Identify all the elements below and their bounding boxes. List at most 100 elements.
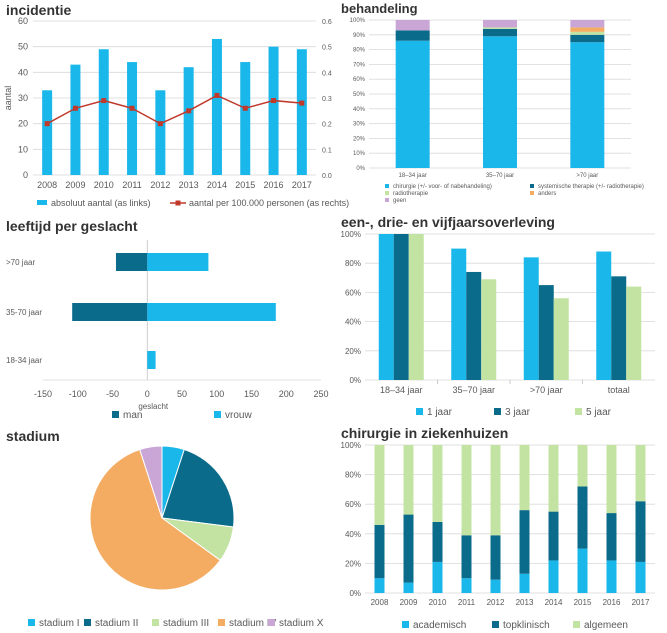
- leeftijd-xtick: -50: [106, 389, 119, 399]
- incidentie-ylabel: aantal: [3, 86, 13, 111]
- incidentie-rate-point: [299, 100, 305, 106]
- overleving-legend-3jaar-label: 3 jaar: [505, 407, 531, 418]
- leeftijd-category-label: 18-34 jaar: [6, 356, 42, 365]
- chirurgie-segment: [461, 578, 472, 593]
- chirurgie-segment: [577, 548, 588, 593]
- chirurgie-segment: [374, 445, 385, 525]
- overleving-bar: [378, 234, 394, 380]
- title-stadium: stadium: [6, 428, 60, 444]
- incidentie-rate-point: [129, 105, 135, 111]
- overleving-bar: [523, 257, 539, 380]
- incidentie-xtick: 2012: [150, 180, 170, 190]
- overleving-bar: [553, 298, 569, 380]
- incidentie-ytick: 50: [18, 42, 28, 52]
- overleving-ytick: 0%: [349, 376, 361, 385]
- overleving-ytick: 80%: [345, 259, 361, 268]
- leeftijd-bar-man: [115, 253, 148, 271]
- leeftijd-xtick: 0: [145, 389, 150, 399]
- incidentie-xtick: 2011: [122, 180, 141, 190]
- chirurgie-legend-topklinisch-label: topklinisch: [503, 620, 550, 631]
- incidentie-y2tick: 0.4: [322, 70, 332, 77]
- incidentie-bar: [183, 67, 194, 175]
- behandeling-ytick: 20%: [353, 136, 366, 142]
- chirurgie-xtick: 2012: [487, 598, 505, 607]
- incidentie-rate-point: [214, 92, 220, 98]
- leeftijd-xtick: -150: [34, 389, 52, 399]
- chirurgie-segment: [548, 511, 559, 561]
- behandeling-xtick: >70 jaar: [576, 173, 598, 179]
- chirurgie-legend-academisch-swatch: [402, 621, 409, 628]
- chirurgie-ytick: 0%: [349, 589, 361, 598]
- incidentie-y2tick: 0.5: [322, 45, 332, 52]
- behandeling-ytick: 30%: [353, 122, 366, 128]
- overleving-xtick: >70 jaar: [530, 385, 563, 395]
- chirurgie-segment: [490, 579, 501, 593]
- chirurgie-ytick: 60%: [345, 500, 361, 509]
- chirurgie-xtick: 2008: [371, 598, 389, 607]
- incidentie-y2tick: 0.1: [322, 147, 332, 154]
- incidentie-ytick: 10: [18, 144, 28, 154]
- leeftijd-category-label: 35-70 jaar: [6, 308, 42, 317]
- title-behandeling: behandeling: [341, 1, 418, 16]
- title-incidentie: incidentie: [6, 2, 72, 18]
- leeftijd-bar-vrouw: [147, 253, 209, 271]
- chirurgie-segment: [432, 445, 443, 522]
- incidentie-bar: [240, 62, 251, 175]
- behandeling-ytick: 90%: [353, 33, 366, 39]
- leeftijd-legend-vrouw-label: vrouw: [225, 410, 252, 421]
- incidentie-rate-point: [44, 121, 50, 127]
- incidentie-rate-point: [186, 108, 192, 114]
- overleving-legend-3jaar-swatch: [494, 408, 501, 415]
- incidentie-xtick: 2010: [94, 180, 114, 190]
- stadium-slice: [161, 448, 235, 528]
- overleving-ytick: 40%: [345, 318, 361, 327]
- behandeling-legend-chirurgie-label: chirurgie (+/- voor- of nabehandeling): [393, 184, 492, 190]
- overleving-xtick: 18–34 jaar: [380, 385, 423, 395]
- incidentie-legend-line-label: aantal per 100.000 personen (as rechts): [189, 198, 349, 208]
- incidentie-rate-point: [157, 121, 163, 127]
- incidentie-rate-point: [242, 105, 248, 111]
- incidentie-y2tick: 0.2: [322, 122, 332, 129]
- behandeling-segment: [570, 27, 605, 32]
- behandeling-legend-anders-swatch: [530, 191, 534, 195]
- chirurgie-ytick: 40%: [345, 530, 361, 539]
- leeftijd-bar-man: [72, 303, 148, 321]
- behandeling-segment: [483, 28, 517, 37]
- behandeling-ytick: 40%: [353, 107, 366, 113]
- overleving-ytick: 60%: [345, 288, 361, 297]
- chirurgie-legend-topklinisch-swatch: [492, 621, 499, 628]
- leeftijd-legend-man-swatch: [112, 411, 119, 418]
- chirurgie-xtick: 2014: [545, 598, 563, 607]
- leeftijd-xtick: -100: [69, 389, 87, 399]
- chirurgie-xtick: 2010: [429, 598, 447, 607]
- chirurgie-xtick: 2015: [574, 598, 592, 607]
- chirurgie-segment: [490, 535, 501, 580]
- stadium-slice: [89, 448, 221, 591]
- incidentie-ytick: 40: [18, 67, 28, 77]
- chirurgie-segment: [519, 573, 530, 593]
- behandeling-legend-systemisch-swatch: [530, 184, 534, 188]
- incidentie-xtick: 2017: [292, 180, 312, 190]
- chirurgie-segment: [403, 582, 414, 593]
- stadium-legend-item-label: stadium II: [95, 618, 138, 629]
- behandeling-ytick: 60%: [353, 77, 366, 83]
- chirurgie-segment: [432, 561, 443, 593]
- incidentie-xtick: 2014: [207, 180, 227, 190]
- stadium-legend-item-label: stadium IV: [229, 618, 277, 629]
- overleving-bar: [408, 234, 424, 380]
- behandeling-segment: [570, 31, 605, 35]
- overleving-legend-5jaar-swatch: [575, 408, 582, 415]
- incidentie-y2tick: 0.3: [322, 96, 332, 103]
- overleving-legend-1jaar-swatch: [416, 408, 423, 415]
- chirurgie-segment: [606, 445, 617, 514]
- overleving-bar: [451, 248, 467, 380]
- overleving-bar: [466, 271, 482, 380]
- chirurgie-xtick: 2017: [632, 598, 650, 607]
- chirurgie-segment: [519, 510, 530, 574]
- incidentie-xtick: 2009: [65, 180, 85, 190]
- overleving-bar: [481, 279, 497, 380]
- leeftijd-xtick: 250: [313, 389, 328, 399]
- incidentie-bar: [268, 46, 279, 175]
- stadium-legend-item-label: stadium III: [163, 618, 209, 629]
- incidentie-bar: [296, 49, 307, 175]
